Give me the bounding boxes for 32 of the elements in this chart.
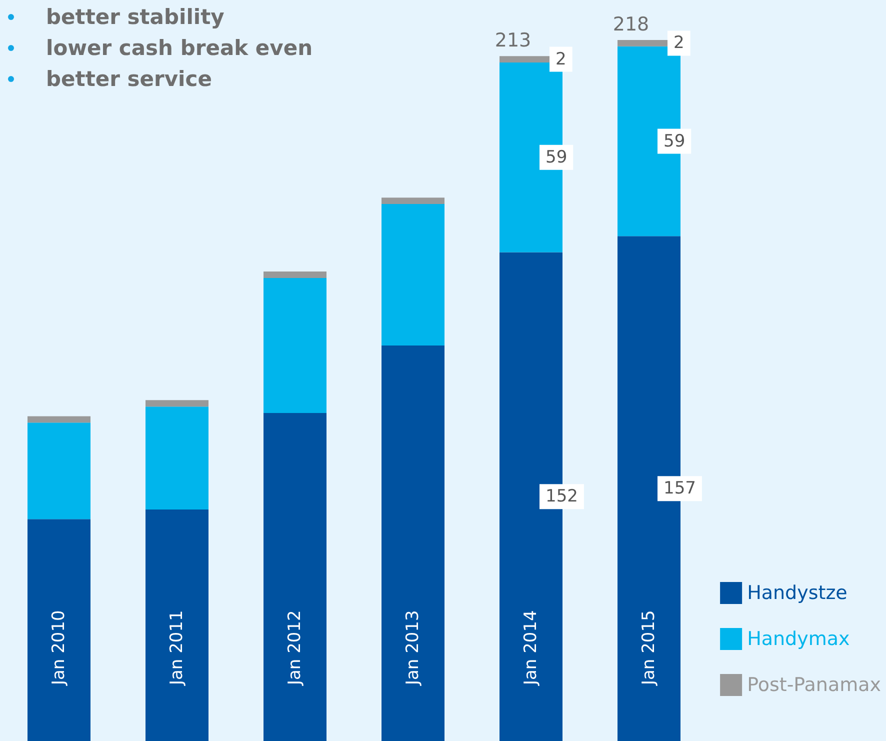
bar bbox=[28, 422, 90, 520]
bar bbox=[146, 400, 208, 407]
x-tick-label: Jan 2010 bbox=[49, 610, 69, 686]
x-tick-label: Jan 2011 bbox=[167, 610, 187, 686]
bar bbox=[382, 198, 444, 204]
legend-label: Handystze bbox=[747, 582, 848, 604]
annotation: lower cash break even bbox=[45, 35, 313, 62]
bar bbox=[264, 413, 326, 741]
annotation: better service bbox=[45, 66, 213, 93]
data-label: 2 bbox=[674, 33, 684, 54]
bar bbox=[264, 278, 326, 414]
bar bbox=[28, 416, 90, 423]
bar bbox=[28, 519, 90, 741]
x-tick-label: Jan 2013 bbox=[403, 610, 423, 686]
bar bbox=[382, 345, 444, 741]
data-label: 59 bbox=[664, 131, 686, 152]
legend-label: Handymax bbox=[747, 628, 850, 650]
bar bbox=[382, 204, 444, 346]
legend-label: Post-Panamax bbox=[747, 674, 881, 696]
data-label: 2 bbox=[556, 49, 566, 70]
x-tick-label: Jan 2012 bbox=[285, 610, 305, 686]
x-tick-label: Jan 2014 bbox=[521, 610, 541, 686]
data-label: 152 bbox=[546, 486, 578, 507]
x-tick-label: Jan 2015 bbox=[639, 610, 659, 686]
data-label: 157 bbox=[664, 478, 696, 499]
total-label: 213 bbox=[494, 30, 532, 52]
total-label: 218 bbox=[612, 14, 650, 36]
bar bbox=[264, 272, 326, 278]
text: better stability bbox=[45, 4, 226, 31]
bar bbox=[146, 406, 208, 510]
bar bbox=[146, 509, 208, 741]
data-label: 59 bbox=[546, 147, 568, 168]
